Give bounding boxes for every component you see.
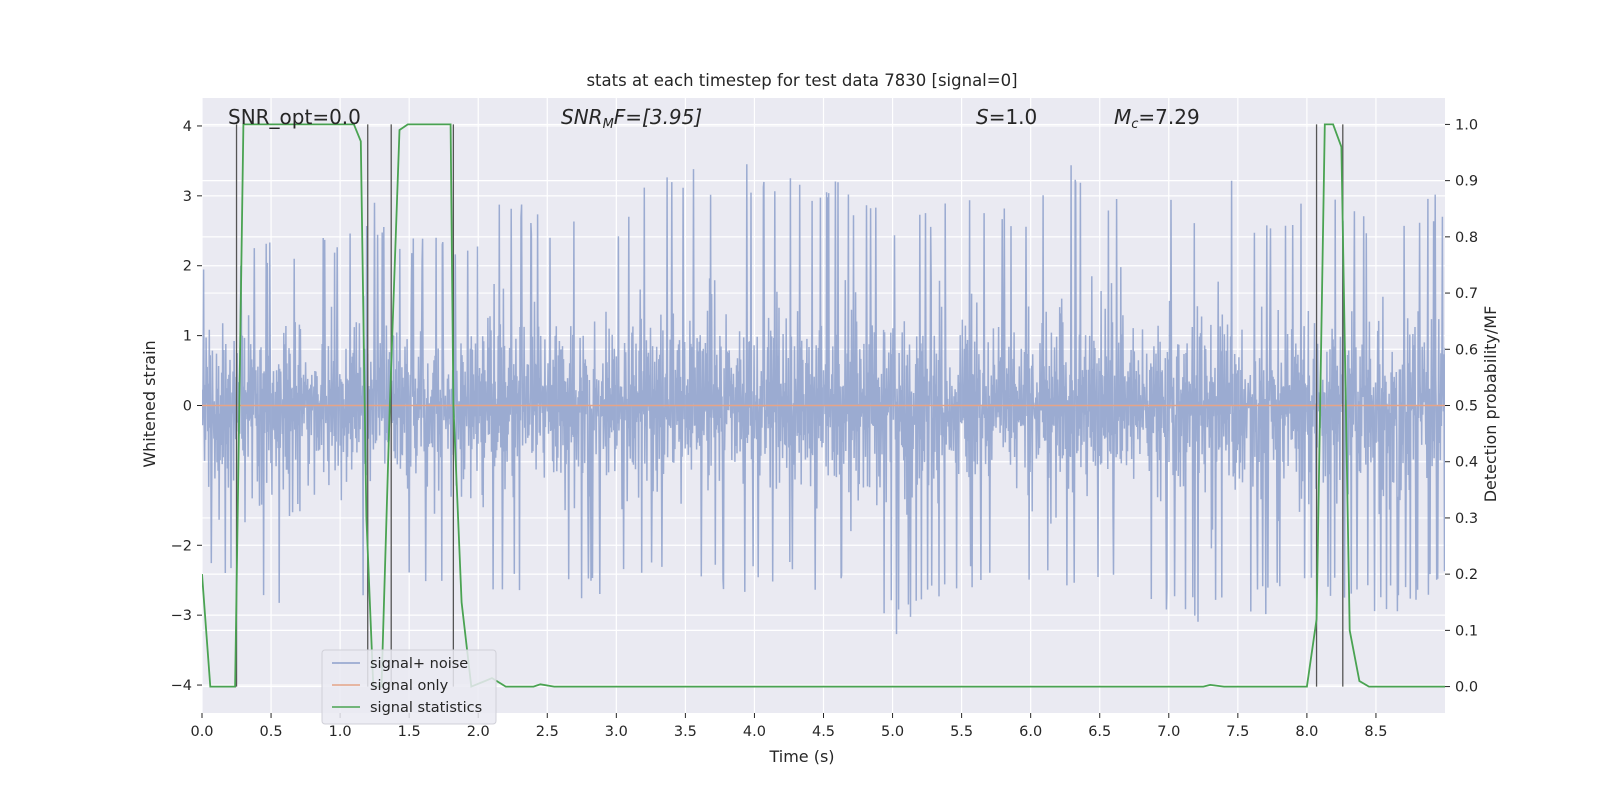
y2-tick-label: 0.3	[1455, 511, 1478, 527]
mc-annotation: Mc=7.29	[1114, 105, 1200, 132]
x-tick-label: 0.0	[190, 724, 213, 740]
y2-tick-label: 0.0	[1455, 680, 1478, 696]
x-tick-label: 0.5	[260, 724, 283, 740]
x-tick-label: 5.0	[881, 724, 904, 740]
y-tick-label: 0	[183, 399, 192, 415]
x-tick-label: 4.5	[812, 724, 835, 740]
y2-tick-label: 0.6	[1455, 342, 1478, 358]
mc-sub: c	[1131, 117, 1138, 132]
x-tick-label: 3.5	[674, 724, 697, 740]
y2-tick-label: 0.8	[1455, 230, 1478, 246]
x-tick-label: 8.0	[1295, 724, 1318, 740]
x-tick-label: 2.5	[536, 724, 559, 740]
y-axis-label: Whitened strain	[140, 340, 159, 467]
x-tick-label: 1.5	[398, 724, 421, 740]
y-axis-right: 1.0 0.9 0.8 0.7 0.6 0.5 0.4 0.3 0.2 0.1 0.0	[1445, 117, 1478, 696]
y2-tick-label: 0.2	[1455, 567, 1478, 583]
signal-noise-layer	[202, 164, 1445, 635]
y2-tick-label: 0.4	[1455, 455, 1478, 471]
y-tick-label: −4	[171, 678, 192, 694]
y-tick-label: −3	[171, 608, 192, 624]
mc-value: =7.29	[1138, 105, 1199, 129]
y2-tick-label: 0.7	[1455, 286, 1478, 302]
y-tick-label: −2	[171, 538, 192, 554]
signal-noise-line	[202, 164, 1445, 635]
x-tick-label: 5.5	[950, 724, 973, 740]
x-tick-label: 8.5	[1364, 724, 1387, 740]
y2-tick-label: 0.5	[1455, 399, 1478, 415]
y-axis-left: 4 3 2 1 0 −2 −3 −4	[171, 119, 202, 694]
y-tick-label: 4	[183, 119, 192, 135]
y2-tick-label: 0.1	[1455, 623, 1478, 639]
snr-mf-prefix: SNR	[561, 105, 603, 129]
y2-tick-label: 1.0	[1455, 117, 1478, 133]
legend-label-signal-statistics: signal statistics	[370, 700, 482, 716]
y-tick-label: 1	[183, 329, 192, 345]
s-value: =1.0	[989, 105, 1038, 129]
snr-opt-annotation: SNR_opt=0.0	[228, 105, 361, 129]
x-axis-label: Time (s)	[768, 747, 834, 766]
plot-area	[202, 123, 1445, 688]
snr-mf-suffix: F=[3.95]	[614, 105, 702, 129]
x-tick-label: 6.5	[1088, 724, 1111, 740]
y2-axis-label: Detection probability/MF	[1481, 306, 1500, 503]
snr-mf-sub: M	[603, 117, 614, 132]
x-tick-label: 1.0	[329, 724, 352, 740]
x-tick-label: 3.0	[605, 724, 628, 740]
legend-box	[321, 649, 497, 725]
x-tick-label: 2.0	[467, 724, 490, 740]
snr-mf-annotation: SNRMF=[3.95]	[561, 105, 702, 132]
x-axis: 0.0 0.5 1.0 1.5 2.0 2.5 3.0 3.5 4.0 4.5 5.0 5.5 6.0 6…	[190, 713, 1387, 740]
legend-label-signal-noise: signal+ noise	[370, 656, 468, 672]
y2-tick-label: 0.9	[1455, 174, 1478, 190]
y-tick-label: 3	[183, 189, 192, 205]
s-symbol: S	[976, 105, 989, 129]
legend-label-signal-only: signal only	[370, 678, 449, 694]
legend: signal+ noise signal only signal statist…	[321, 649, 497, 725]
y-tick-label: 2	[183, 259, 192, 275]
mc-symbol: M	[1114, 105, 1131, 129]
x-tick-label: 4.0	[743, 724, 766, 740]
chart-title: stats at each timestep for test data 783…	[586, 71, 1017, 90]
x-tick-label: 7.5	[1226, 724, 1249, 740]
x-tick-label: 7.0	[1157, 724, 1180, 740]
x-tick-label: 6.0	[1019, 724, 1042, 740]
s-annotation: S=1.0	[976, 105, 1037, 129]
